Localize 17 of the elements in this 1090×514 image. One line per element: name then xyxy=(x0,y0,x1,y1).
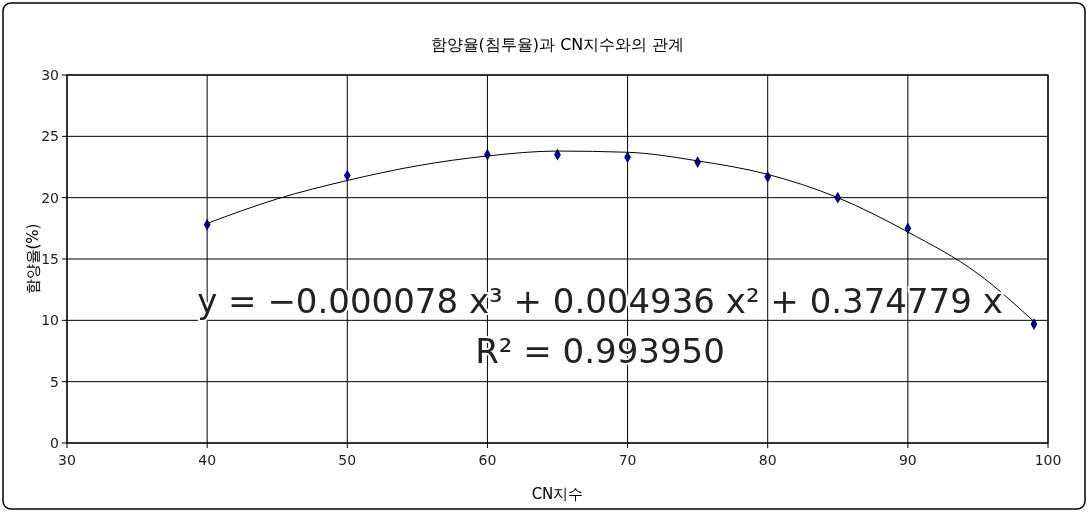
y-tick-label: 0 xyxy=(50,434,59,451)
x-tick-label: 100 xyxy=(1034,452,1062,468)
x-tick-label: 70 xyxy=(618,452,637,468)
x-tick-label: 60 xyxy=(478,452,497,468)
chart-title: 함양율(침투율)과 CN지수와의 관계 xyxy=(430,35,685,54)
x-axis-title: CN지수 xyxy=(531,485,584,503)
y-axis-title: 함양율(%) xyxy=(24,223,42,295)
x-tick-label: 40 xyxy=(198,452,217,468)
y-tick-label: 10 xyxy=(41,312,59,329)
y-tick-label: 30 xyxy=(41,66,59,83)
y-tick-label: 5 xyxy=(50,373,59,390)
x-tick-label: 50 xyxy=(338,452,357,468)
x-tick-label: 90 xyxy=(898,452,917,468)
y-tick-label: 25 xyxy=(41,128,59,145)
y-tick-label: 20 xyxy=(41,189,59,206)
x-tick-label: 80 xyxy=(758,452,777,468)
y-tick-label: 15 xyxy=(41,250,59,267)
